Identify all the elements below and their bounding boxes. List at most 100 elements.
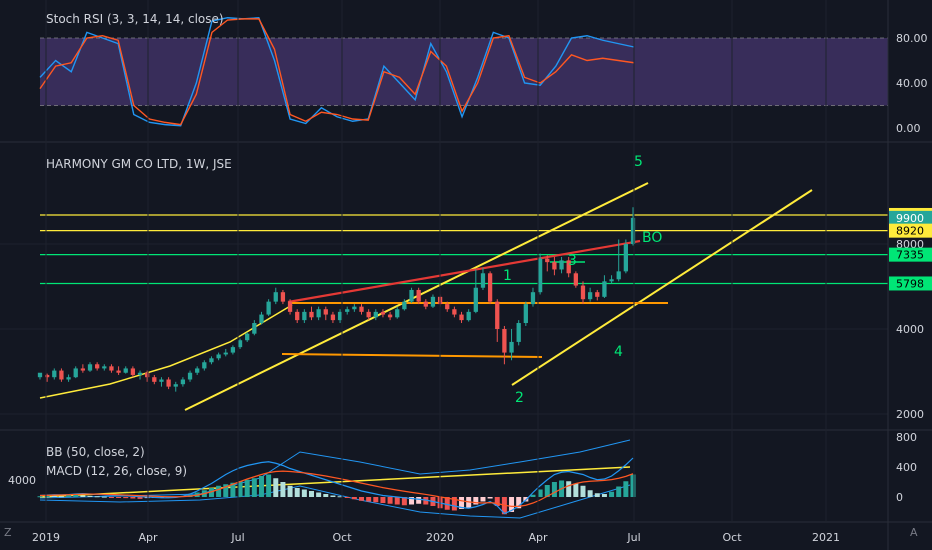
macd-histogram-bar (594, 493, 600, 497)
macd-histogram-bar (230, 482, 236, 497)
candle-body (145, 372, 150, 378)
macd-histogram-bar (237, 481, 243, 497)
candle-body (123, 368, 128, 373)
macd-histogram-bar (616, 486, 622, 497)
corner-left-glyph[interactable]: Z (4, 526, 12, 539)
wave-annotation: BO (642, 230, 662, 246)
candle-body (459, 314, 464, 321)
macd-histogram-bar (573, 483, 579, 497)
time-tick-label: Jul (230, 531, 244, 544)
macd-histogram-bar (280, 482, 286, 497)
candle-body (330, 314, 336, 321)
macd-histogram-bar (123, 497, 129, 499)
candle-body (452, 309, 457, 315)
upper-channel-line (184, 182, 649, 411)
macd-histogram-bar (94, 496, 100, 498)
macd-histogram-bar (337, 496, 343, 498)
candle-body (237, 340, 243, 348)
candle-body (173, 384, 178, 387)
candle-body (595, 292, 600, 297)
wave-annotation: 2 (515, 390, 524, 406)
candle-body (480, 273, 486, 288)
macd-tick-label: 800 (896, 431, 917, 444)
candle-body (309, 311, 314, 318)
candle-body (37, 372, 43, 378)
candle-body (252, 323, 257, 334)
time-tick-label: Jul (626, 531, 640, 544)
time-tick-label: Oct (722, 531, 742, 544)
stoch-rsi-tick-label: 0.00 (896, 122, 921, 135)
macd-signal-line (39, 470, 634, 507)
macd-histogram-bar (587, 490, 593, 497)
candle-body (630, 217, 636, 244)
price-label-text: 9900 (896, 212, 924, 225)
candle-body (580, 285, 586, 300)
macd-histogram-bar (80, 495, 86, 497)
macd-histogram-bar (609, 491, 615, 497)
candle-body (130, 368, 136, 375)
price-label-text: 5798 (896, 277, 924, 290)
bb-title: BB (50, close, 2) (46, 445, 145, 459)
candle-body (87, 364, 93, 371)
candle-body (45, 374, 50, 378)
candle-body (80, 368, 86, 371)
candle-body (223, 352, 228, 355)
macd-histogram-bar (137, 497, 143, 499)
macd-histogram-bar (359, 497, 365, 501)
macd-histogram-bar (566, 481, 572, 497)
macd-histogram-bar (308, 491, 314, 497)
candle-body (366, 311, 371, 318)
price-label-badge (889, 247, 932, 262)
lower-range-line (281, 353, 543, 358)
candle-body (623, 244, 628, 272)
candle-body (73, 368, 78, 378)
macd-histogram-bar (216, 485, 222, 497)
macd-histogram-bar (551, 482, 557, 497)
time-tick-label: Oct (332, 531, 352, 544)
macd-histogram-bar (66, 495, 72, 497)
candle-body (230, 347, 236, 353)
macd-histogram-bar (344, 497, 350, 498)
macd-histogram-bar (601, 494, 607, 497)
candle-body (537, 258, 543, 293)
candle-body (545, 258, 550, 263)
bb-upper-line (39, 439, 631, 499)
macd-histogram-bar (294, 488, 300, 497)
candle-body (395, 309, 400, 318)
time-tick-label: 2019 (32, 531, 60, 544)
macd-pane: 800 400 0 (37, 431, 917, 519)
macd-histogram-bar (44, 495, 50, 497)
macd-histogram-bar (108, 497, 114, 498)
macd-histogram-bar (316, 492, 322, 497)
macd-histogram-bar (416, 497, 422, 504)
candle-body (202, 362, 207, 369)
macd-histogram-bar (444, 497, 450, 510)
macd-histogram-bar (251, 478, 257, 497)
candle-body (609, 279, 614, 282)
price-pane[interactable]: 8000400020001013799008920733557985BO1324 (0, 154, 932, 421)
macd-histogram-bar (323, 494, 329, 497)
macd-histogram-bar (387, 497, 393, 504)
candle-body (530, 292, 536, 305)
candle-body (302, 311, 307, 321)
candle-body (266, 301, 271, 315)
price-label-badge (889, 276, 932, 291)
corner-right-glyph[interactable]: A (910, 526, 918, 539)
candle-body (102, 366, 107, 369)
macd-histogram-bar (530, 494, 536, 497)
macd-histogram-bar (366, 497, 372, 502)
wave-annotation: 3 (568, 253, 577, 269)
macd-histogram-bar (130, 497, 136, 499)
macd-histogram-bar (380, 497, 386, 503)
stoch-rsi-band (40, 38, 888, 106)
macd-histogram-bar (58, 496, 64, 498)
candle-body (473, 287, 478, 312)
candle-body (216, 354, 221, 359)
candle-body (109, 366, 114, 371)
macd-histogram-bar (630, 474, 636, 497)
macd-histogram-bar (544, 485, 550, 497)
stoch-rsi-k-line (39, 17, 635, 127)
price-label-badge (889, 210, 932, 225)
candle-body (495, 301, 500, 329)
